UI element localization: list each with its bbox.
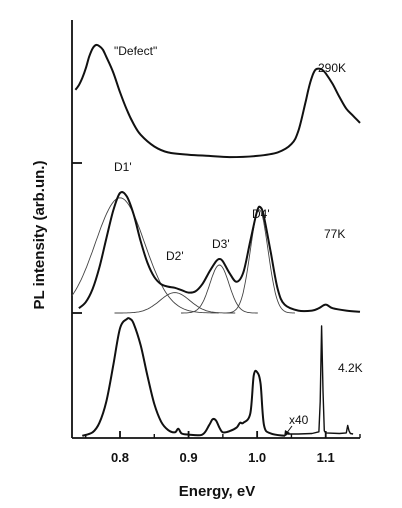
series-line-290k (74, 43, 361, 159)
x-axis-title: Energy, eV (179, 483, 255, 500)
x-tick-label: 1.0 (248, 450, 266, 465)
series-line-77k (78, 191, 361, 313)
label-d2: D2' (166, 249, 184, 263)
series-curves (74, 43, 361, 437)
series-line-4-2k (81, 317, 285, 437)
fitted-peak-curves (71, 197, 295, 314)
fit-peak-d2 (114, 292, 236, 314)
fit-peak-d4 (223, 209, 295, 314)
x-ticks: 0.8 0.9 1.0 1.1 (85, 431, 361, 465)
label-x40: x40 (289, 413, 309, 427)
label-290k: 290K (318, 61, 346, 75)
label-77k: 77K (324, 227, 345, 241)
fit-peak-d3 (181, 264, 258, 314)
label-defect: "Defect" (114, 44, 157, 58)
plot-frame (70, 20, 360, 438)
label-d3: D3' (212, 237, 230, 251)
label-d1: D1' (114, 160, 132, 174)
x40-arrow (284, 425, 293, 437)
x-tick-label: 0.8 (111, 450, 129, 465)
series-line-4-2k-x40 (288, 325, 354, 435)
plot-area (70, 20, 360, 438)
x-tick-label: 1.1 (317, 450, 335, 465)
y-axis-title: PL intensity (arb.un.) (31, 161, 48, 310)
label-4-2k: 4.2K (338, 361, 363, 375)
label-d4: D4' (252, 207, 270, 221)
x-tick-label: 0.9 (180, 450, 198, 465)
x40-arrow-head (284, 430, 290, 437)
